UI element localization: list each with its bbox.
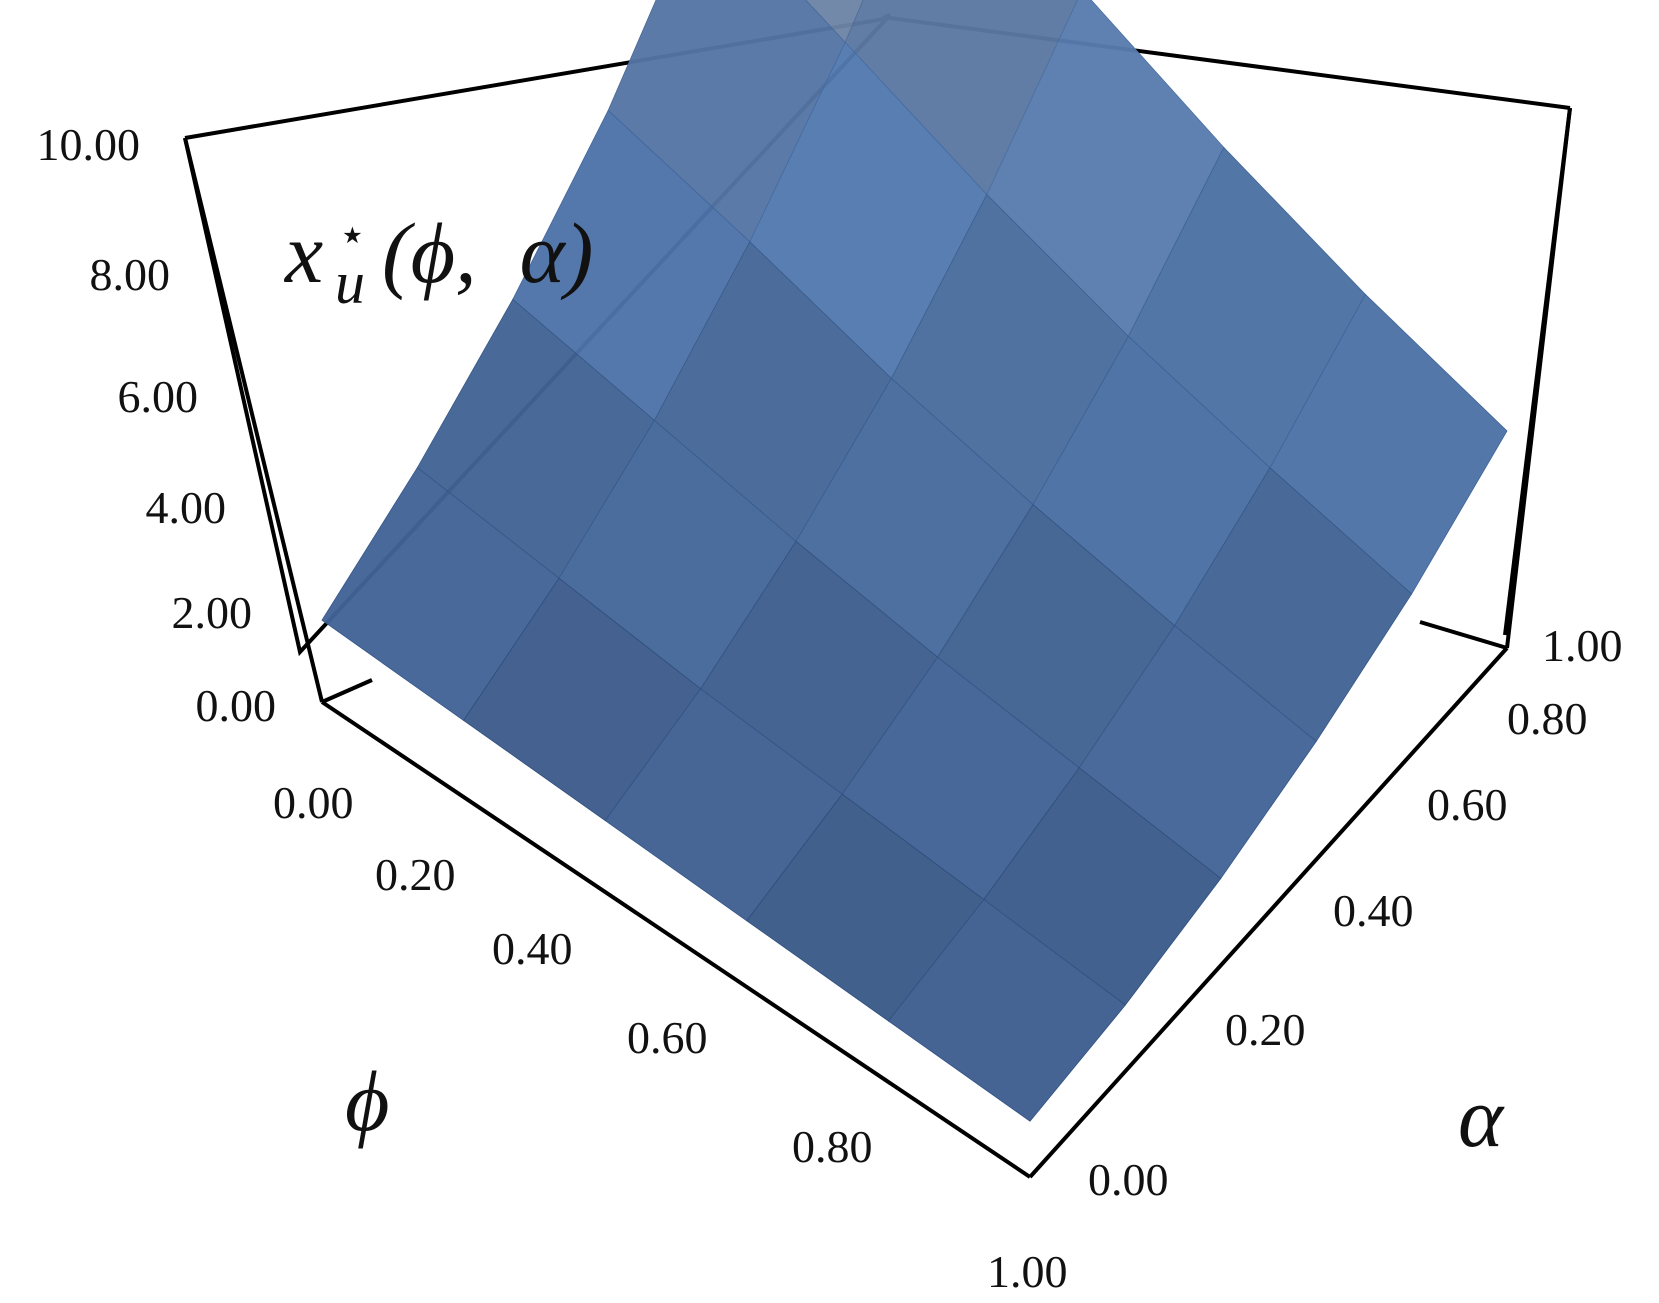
z-tick-label: 2.00 xyxy=(172,587,253,638)
phi-tick-label: 0.40 xyxy=(492,923,573,974)
phi-axis-label: ϕ xyxy=(345,1053,390,1149)
title-subscript: u xyxy=(335,250,365,316)
right-vertical-edge xyxy=(1505,107,1572,649)
phi-axis-line xyxy=(320,700,1032,1179)
base-back-left xyxy=(321,678,373,704)
alpha-tick-label: 0.60 xyxy=(1427,779,1508,830)
phi-tick-label: 1.00 xyxy=(987,1246,1068,1297)
alpha-tick-label: 0.40 xyxy=(1333,885,1414,936)
phi-tick-label: 0.20 xyxy=(375,849,456,900)
base-back-right xyxy=(1419,620,1508,650)
phi-tick-label: 0.80 xyxy=(792,1121,873,1172)
surface-facet xyxy=(805,0,864,44)
title-superscript: ⋆ xyxy=(338,209,367,260)
chart-title: x u ⋆ (ϕ, α) xyxy=(283,205,593,316)
z-tick-label: 4.00 xyxy=(146,482,227,533)
alpha-tick-label: 0.80 xyxy=(1507,693,1588,744)
title-base: x xyxy=(283,205,323,301)
alpha-tick-label: 0.00 xyxy=(1088,1154,1169,1205)
z-tick-label: 0.00 xyxy=(196,680,277,731)
surface-facet xyxy=(887,899,1126,1122)
z-tick-label: 10.00 xyxy=(37,119,141,170)
title-args: (ϕ, α) xyxy=(382,205,593,301)
alpha-tick-label: 1.00 xyxy=(1542,620,1623,671)
phi-tick-label: 0.00 xyxy=(273,777,354,828)
alpha-axis-ticks: 0.00 0.20 0.40 0.60 0.80 1.00 xyxy=(1088,620,1623,1205)
alpha-tick-label: 0.20 xyxy=(1225,1004,1306,1055)
left-vertical-edge xyxy=(183,137,324,703)
z-tick-label: 6.00 xyxy=(118,371,199,422)
alpha-axis-line xyxy=(1028,646,1509,1179)
phi-axis-ticks: 0.00 0.20 0.40 0.60 0.80 1.00 xyxy=(273,777,1068,1297)
phi-tick-label: 0.60 xyxy=(627,1012,708,1063)
alpha-axis-label: α xyxy=(1458,1069,1505,1165)
z-axis-ticks: 10.00 8.00 6.00 4.00 2.00 0.00 xyxy=(37,119,277,731)
z-tick-label: 8.00 xyxy=(90,249,171,300)
surface-mesh xyxy=(321,0,1508,1122)
